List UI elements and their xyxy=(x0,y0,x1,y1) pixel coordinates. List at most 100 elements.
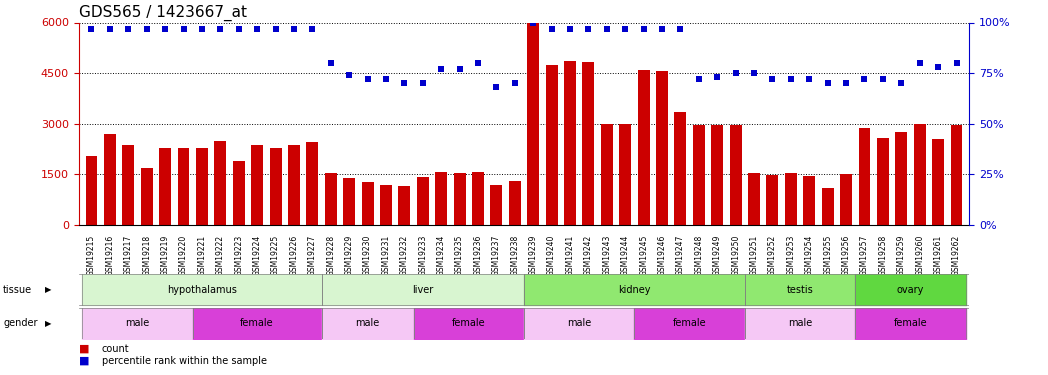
Point xyxy=(598,26,615,32)
Bar xyxy=(177,148,190,225)
Point xyxy=(525,20,542,26)
Bar xyxy=(123,145,134,225)
Bar xyxy=(675,112,686,225)
Bar xyxy=(435,172,447,225)
Bar xyxy=(380,185,392,225)
Point xyxy=(783,76,800,82)
Point xyxy=(377,76,394,82)
Text: female: female xyxy=(894,318,927,328)
Point xyxy=(856,76,873,82)
Text: male: male xyxy=(567,318,591,328)
Point xyxy=(617,26,634,32)
Point xyxy=(635,26,652,32)
Bar xyxy=(86,156,97,225)
Point xyxy=(727,70,744,76)
Point xyxy=(506,80,523,86)
Bar xyxy=(104,134,116,225)
Bar xyxy=(343,178,355,225)
Bar xyxy=(583,62,594,225)
Text: female: female xyxy=(673,318,706,328)
Bar xyxy=(269,148,282,225)
Bar xyxy=(748,173,760,225)
Point xyxy=(359,76,376,82)
Bar xyxy=(509,181,521,225)
Bar xyxy=(362,182,373,225)
Point xyxy=(414,80,431,86)
Point xyxy=(138,26,155,32)
Bar xyxy=(785,172,796,225)
Point xyxy=(801,76,817,82)
Point xyxy=(175,26,192,32)
Bar xyxy=(693,125,705,225)
Text: gender: gender xyxy=(3,318,38,328)
Text: ▶: ▶ xyxy=(45,319,51,328)
Bar xyxy=(804,176,815,225)
Bar xyxy=(325,173,336,225)
Bar xyxy=(546,64,558,225)
Text: tissue: tissue xyxy=(3,285,32,295)
Bar xyxy=(712,125,723,225)
Point xyxy=(893,80,910,86)
Point xyxy=(304,26,321,32)
Point xyxy=(580,26,596,32)
Text: female: female xyxy=(240,318,274,328)
Bar xyxy=(159,148,171,225)
Bar xyxy=(601,124,613,225)
Bar xyxy=(527,22,539,225)
Bar xyxy=(637,70,650,225)
Point xyxy=(341,72,357,78)
Point xyxy=(764,76,781,82)
Text: male: male xyxy=(355,318,379,328)
Point xyxy=(285,26,302,32)
Bar xyxy=(306,142,319,225)
Text: ovary: ovary xyxy=(897,285,924,295)
Point xyxy=(83,26,100,32)
Point xyxy=(470,60,486,66)
Bar xyxy=(140,168,153,225)
Bar xyxy=(895,132,908,225)
Point xyxy=(212,26,228,32)
Point xyxy=(433,66,450,72)
Text: male: male xyxy=(126,318,150,328)
Bar xyxy=(196,148,208,225)
Point xyxy=(248,26,265,32)
Point xyxy=(930,64,946,70)
Bar xyxy=(252,145,263,225)
Bar xyxy=(490,184,502,225)
Bar xyxy=(564,61,576,225)
Point xyxy=(396,80,413,86)
Point xyxy=(543,26,560,32)
Point xyxy=(874,76,891,82)
Point xyxy=(654,26,671,32)
Point xyxy=(708,74,725,80)
Point xyxy=(948,60,965,66)
Point xyxy=(102,26,118,32)
Text: count: count xyxy=(102,344,129,354)
Bar xyxy=(233,161,244,225)
Bar xyxy=(656,71,668,225)
Bar xyxy=(619,124,631,225)
Bar xyxy=(417,177,429,225)
Bar xyxy=(454,173,465,225)
Bar xyxy=(288,145,300,225)
Point xyxy=(157,26,174,32)
Point xyxy=(691,76,707,82)
Bar xyxy=(398,186,411,225)
Point xyxy=(323,60,340,66)
Text: testis: testis xyxy=(787,285,813,295)
Text: GDS565 / 1423667_at: GDS565 / 1423667_at xyxy=(79,5,246,21)
Point xyxy=(119,26,136,32)
Text: percentile rank within the sample: percentile rank within the sample xyxy=(102,356,266,366)
Point xyxy=(267,26,284,32)
Point xyxy=(562,26,578,32)
Text: ■: ■ xyxy=(79,344,89,354)
Text: ■: ■ xyxy=(79,356,89,366)
Text: kidney: kidney xyxy=(618,285,651,295)
Point xyxy=(452,66,468,72)
Bar xyxy=(215,141,226,225)
Point xyxy=(194,26,211,32)
Point xyxy=(672,26,689,32)
Text: ▶: ▶ xyxy=(45,285,51,294)
Bar xyxy=(729,125,742,225)
Bar xyxy=(951,125,962,225)
